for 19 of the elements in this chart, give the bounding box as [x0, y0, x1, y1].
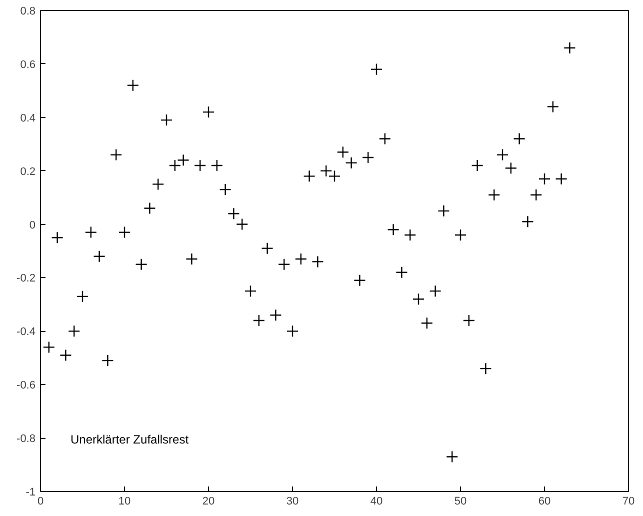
- annotation: Unerklärter Zufallsrest: [70, 432, 190, 446]
- x-tick-label: 20: [202, 496, 215, 508]
- y-tick-label: -0.6: [16, 380, 36, 392]
- x-tick-label: 40: [370, 496, 383, 508]
- y-tick-label: 0.4: [20, 112, 36, 124]
- y-tick-label: 0.8: [20, 6, 36, 18]
- x-tick-label: 50: [454, 496, 467, 508]
- y-tick-label: 0.2: [20, 166, 36, 178]
- y-tick-label: -1: [26, 486, 36, 498]
- y-tick-label: 0: [29, 219, 36, 232]
- x-tick-label: 70: [622, 496, 635, 508]
- y-tick-label: -0.8: [16, 433, 36, 446]
- x-tick-label: 10: [118, 496, 131, 508]
- x-tick-label: 0: [37, 496, 44, 508]
- x-tick-label: 60: [538, 496, 551, 508]
- y-tick-label: 0.6: [20, 58, 36, 71]
- y-tick-label: -0.4: [16, 326, 36, 338]
- y-tick-label: -0.2: [16, 272, 36, 285]
- x-tick-label: 30: [286, 496, 299, 508]
